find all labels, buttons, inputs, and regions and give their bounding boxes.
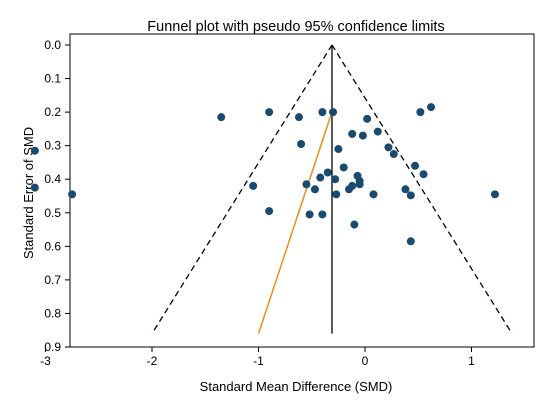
funnel-limit-left <box>151 44 333 334</box>
study-point <box>332 190 341 199</box>
plot-frame <box>69 33 535 348</box>
regression-line <box>257 108 334 334</box>
study-point <box>297 139 306 148</box>
study-point <box>355 176 364 185</box>
study-point <box>310 185 319 194</box>
study-point <box>348 181 357 190</box>
study-point <box>68 190 77 199</box>
study-point <box>318 210 327 219</box>
x-tick-label: 1 <box>468 354 475 368</box>
y-tick-label: 0.0 <box>44 38 61 52</box>
y-tick-label: 0.1 <box>44 72 61 86</box>
study-point <box>217 113 226 122</box>
study-point <box>265 207 274 216</box>
plot-area: -4-3-2-10120.00.10.20.30.40.50.60.70.80.… <box>30 33 535 368</box>
study-point <box>406 237 415 246</box>
y-tick-label: 0.5 <box>44 206 61 220</box>
study-point <box>265 108 274 117</box>
chart-title: Funnel plot with pseudo 95% confidence l… <box>147 19 444 35</box>
study-point <box>419 170 428 179</box>
study-point <box>389 150 398 159</box>
study-point <box>294 113 303 122</box>
y-tick-label: 0.4 <box>44 172 61 186</box>
study-point <box>490 190 499 199</box>
x-tick-label: -2 <box>147 354 158 368</box>
study-point <box>369 190 378 199</box>
study-point <box>302 180 311 189</box>
study-point <box>373 127 382 136</box>
study-point <box>406 191 415 200</box>
study-point <box>348 129 357 138</box>
y-tick-label: 0.6 <box>44 239 61 253</box>
study-point <box>305 210 314 219</box>
study-point <box>401 185 410 194</box>
study-point <box>358 131 367 140</box>
y-tick-label: 0.3 <box>44 139 61 153</box>
y-tick-label: 0.2 <box>44 105 61 119</box>
x-tick-label: -3 <box>40 354 51 368</box>
study-point <box>350 220 359 229</box>
study-point <box>363 114 372 123</box>
study-point <box>329 108 338 117</box>
y-tick-label: 0.8 <box>44 306 61 320</box>
funnel-limit-right <box>331 44 513 334</box>
study-point <box>411 161 420 170</box>
y-tick-label: 0.7 <box>44 273 61 287</box>
study-point <box>30 183 39 192</box>
study-point <box>318 108 327 117</box>
x-tick-label: 0 <box>362 354 369 368</box>
y-axis-label: Standard Error of SMD <box>21 127 36 259</box>
study-point <box>249 181 258 190</box>
study-point <box>384 143 393 152</box>
study-point <box>339 163 348 172</box>
x-tick-label: -1 <box>253 354 264 368</box>
study-point <box>30 146 39 155</box>
y-tick-label: 0.9 <box>44 340 61 354</box>
study-point <box>331 175 340 184</box>
study-point <box>334 145 343 154</box>
study-point <box>323 168 332 177</box>
x-axis-label: Standard Mean Difference (SMD) <box>200 379 393 394</box>
study-point <box>416 108 425 117</box>
study-point <box>316 173 325 182</box>
study-point <box>427 103 436 112</box>
